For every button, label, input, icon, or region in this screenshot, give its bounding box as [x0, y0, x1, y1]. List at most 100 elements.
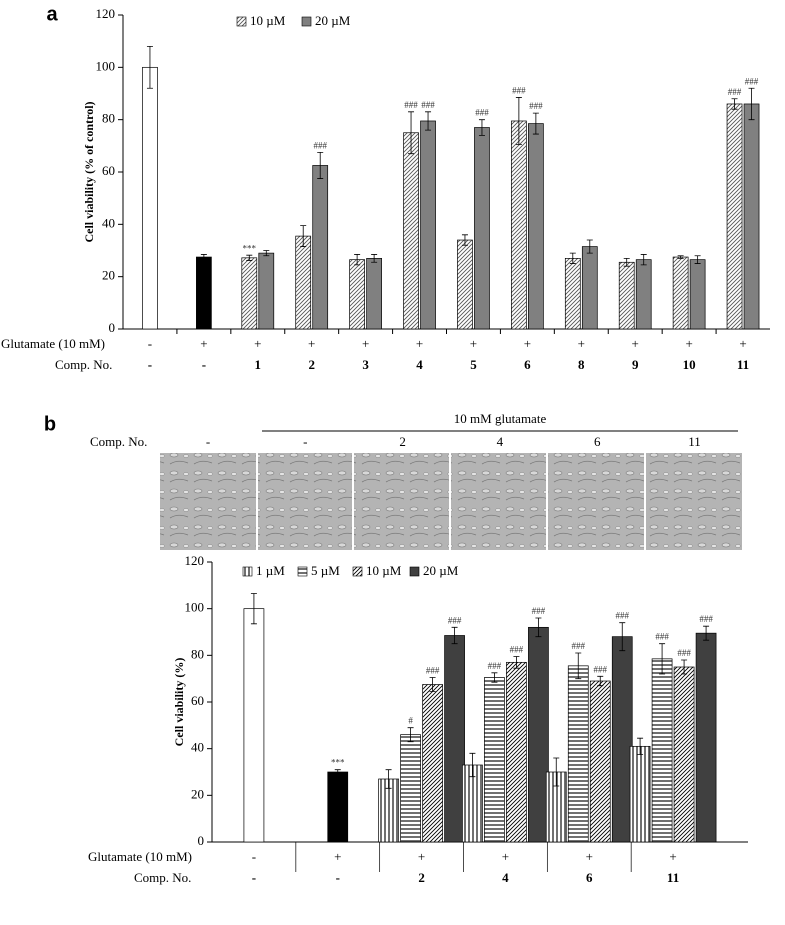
y-tick-label: 100: [96, 58, 116, 73]
error-bar: [681, 659, 688, 675]
bar: [629, 745, 651, 843]
bar: [327, 771, 349, 843]
x-row-label: +: [362, 336, 369, 351]
x-row-label: +: [308, 336, 315, 351]
bar: [672, 256, 689, 330]
error-bar: [575, 652, 582, 680]
legend-swatch: [409, 566, 420, 577]
micrograph: [160, 453, 256, 550]
x-tick-label: 11: [737, 357, 749, 372]
annotation: ***: [243, 243, 257, 253]
y-tick-label: 0: [109, 320, 116, 335]
error-bar: [300, 225, 307, 247]
y-tick-label: 40: [191, 740, 204, 755]
error-bar: [407, 727, 414, 743]
bar: [528, 626, 549, 843]
bar: [243, 608, 265, 843]
annotation: ###: [572, 641, 586, 651]
bar: [743, 103, 760, 330]
x-row-label: -: [252, 849, 256, 864]
annotation: ###: [426, 666, 440, 676]
annotation: ###: [488, 661, 502, 671]
error-bar: [371, 254, 378, 263]
error-bar: [385, 769, 392, 789]
error-bar: [491, 672, 498, 683]
x-row-label: +: [254, 336, 261, 351]
legend-swatch: [352, 566, 363, 577]
bar: [695, 632, 717, 843]
error-bar: [535, 617, 542, 638]
bar: [474, 127, 490, 330]
error-bar: [263, 250, 270, 257]
error-bar: [619, 622, 626, 652]
x-row-label: +: [685, 336, 692, 351]
bar: [528, 123, 544, 330]
error-bar: [408, 111, 415, 155]
error-bar: [451, 626, 458, 645]
x-row-label: +: [416, 336, 423, 351]
error-bar: [146, 46, 153, 89]
bar: [484, 677, 505, 843]
x-tick-label: 2: [418, 870, 425, 885]
legend-label: 20 µM: [315, 13, 351, 28]
error-bar: [597, 675, 604, 687]
bar: [422, 684, 443, 843]
micrograph: [258, 453, 352, 550]
bar: [635, 259, 652, 330]
y-tick-label: 20: [102, 268, 115, 283]
bar: [196, 256, 212, 330]
x-tick-label: -: [252, 870, 256, 885]
annotation: ###: [594, 664, 608, 674]
error-bar: [478, 119, 485, 136]
annotation: ###: [529, 101, 543, 111]
legend-swatch: [236, 16, 247, 27]
error-bar: [429, 677, 436, 692]
row-label: Comp. No.: [55, 357, 112, 372]
image-label: 2: [399, 434, 406, 449]
bar: [444, 635, 465, 843]
bar: [589, 680, 611, 843]
bar: [349, 259, 365, 330]
x-tick-label: 2: [308, 357, 315, 372]
y-tick-label: 40: [102, 215, 115, 230]
x-tick-label: 4: [502, 870, 509, 885]
x-row-label: +: [578, 336, 585, 351]
x-tick-label: -: [202, 357, 206, 372]
y-tick-label: 100: [185, 600, 205, 615]
error-bar: [461, 234, 468, 246]
error-bar: [637, 737, 644, 755]
annotation: ###: [745, 76, 759, 86]
micrograph: [646, 453, 742, 550]
x-tick-label: 6: [524, 357, 531, 372]
error-bar: [677, 255, 684, 259]
error-bar: [250, 593, 257, 625]
micrograph: [451, 453, 546, 550]
y-tick-label: 80: [102, 111, 115, 126]
legend-label: 5 µM: [311, 563, 340, 578]
annotation: ###: [699, 614, 713, 624]
x-row-label: +: [200, 336, 207, 351]
bar: [689, 259, 706, 330]
annotation: ***: [331, 758, 345, 768]
legend-swatch: [242, 566, 253, 577]
annotation: ###: [677, 648, 691, 658]
row-label: Glutamate (10 mM): [88, 849, 192, 864]
x-row-label: +: [586, 849, 593, 864]
annotation: ###: [532, 606, 546, 616]
error-bar: [623, 257, 630, 267]
bar: [581, 246, 598, 330]
x-tick-label: 4: [416, 357, 423, 372]
micrograph: [354, 453, 449, 550]
annotation: ###: [313, 140, 327, 150]
annotation: ###: [421, 100, 435, 110]
y-tick-label: 20: [191, 786, 204, 801]
x-tick-label: 10: [683, 357, 696, 372]
bar: [673, 666, 695, 843]
micrograph: [548, 453, 644, 550]
annotation: ###: [616, 611, 630, 621]
error-bar: [640, 254, 647, 266]
legend-swatch: [301, 16, 312, 27]
annotation: ###: [448, 615, 462, 625]
panel-label: a: [46, 3, 58, 25]
micrographs: [160, 453, 742, 550]
